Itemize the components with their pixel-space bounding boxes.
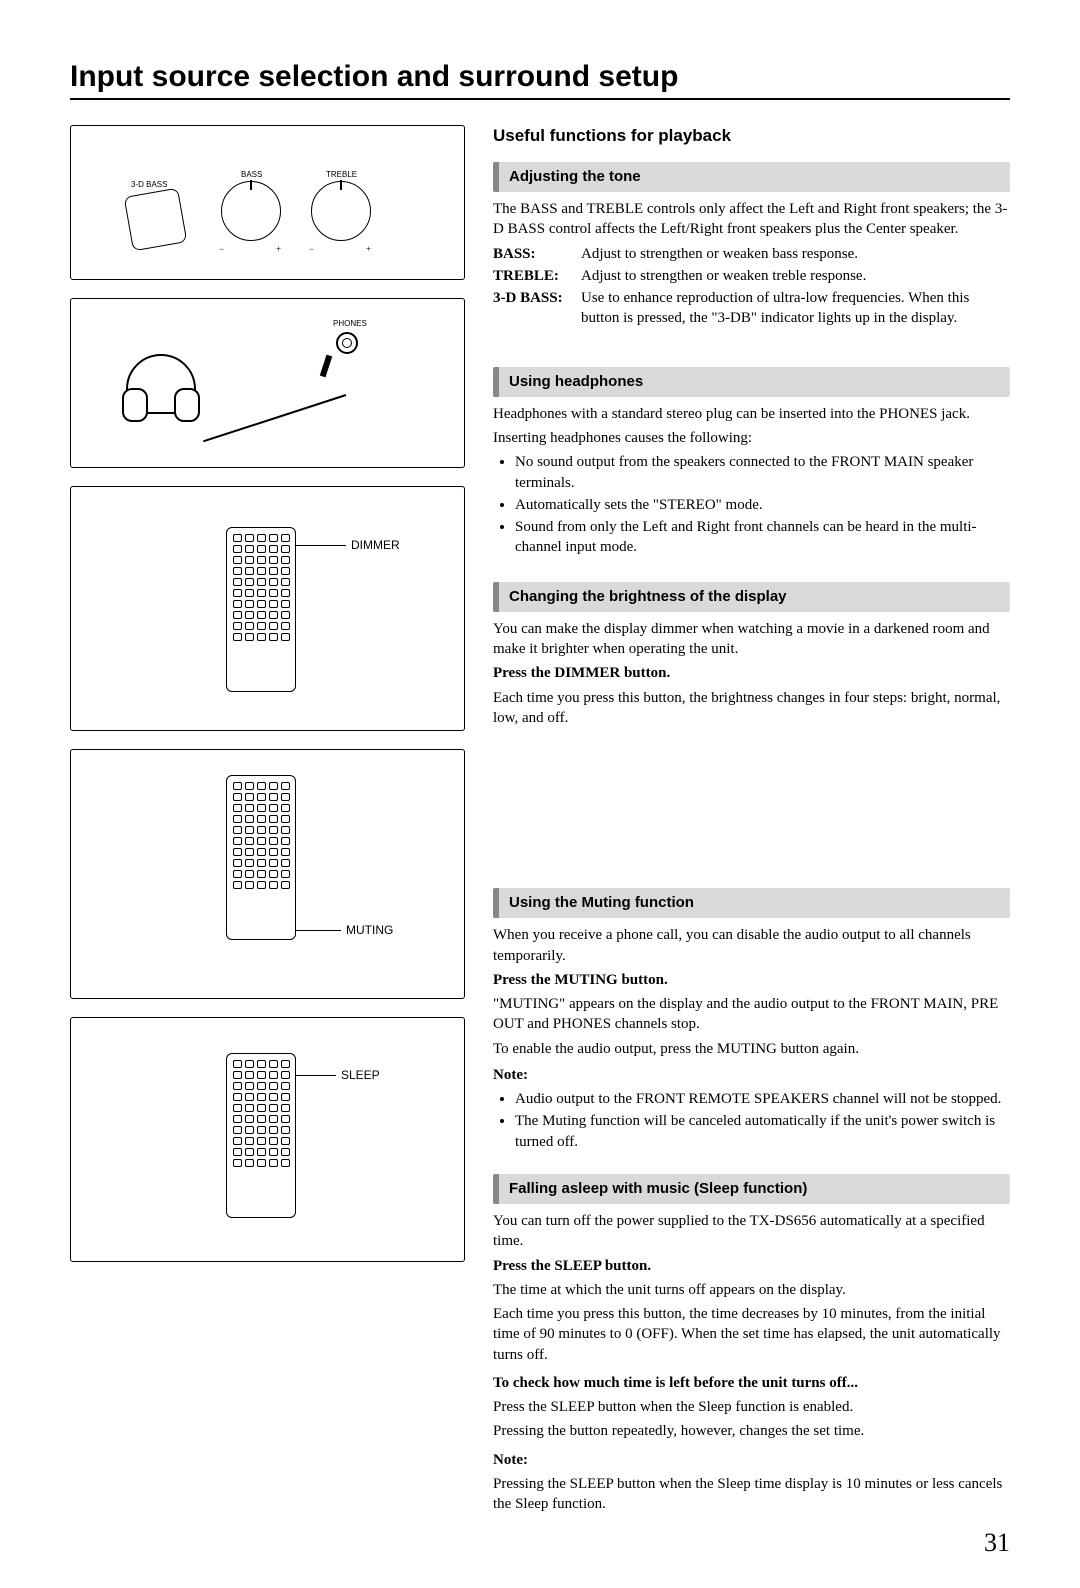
- body-text: Pressing the SLEEP button when the Sleep…: [493, 1474, 1010, 1515]
- callout-sleep: SLEEP: [341, 1068, 380, 1082]
- body-text-bold: Press the MUTING button.: [493, 970, 1010, 990]
- body-text: You can make the display dimmer when wat…: [493, 619, 1010, 660]
- figure-sleep: SLEEP: [70, 1017, 465, 1262]
- callout-line: [296, 1075, 336, 1076]
- body-text-bold: To check how much time is left before th…: [493, 1373, 1010, 1393]
- callout-line: [296, 930, 341, 931]
- note-label: Note:: [493, 1450, 1010, 1470]
- callout-dimmer: DIMMER: [351, 538, 400, 552]
- tick-plus: +: [276, 244, 281, 254]
- body-text: You can turn off the power supplied to t…: [493, 1211, 1010, 1252]
- subhead-sleep: Falling asleep with music (Sleep functio…: [493, 1174, 1010, 1204]
- callout-muting: MUTING: [346, 923, 393, 937]
- phones-jack-icon: [336, 332, 358, 354]
- body-text: "MUTING" appears on the display and the …: [493, 994, 1010, 1035]
- label-3d-bass: 3-D BASS: [131, 180, 167, 189]
- page-number: 31: [70, 1528, 1010, 1558]
- body-text: Headphones with a standard stereo plug c…: [493, 404, 1010, 424]
- remote-icon: [226, 1053, 296, 1218]
- def-text: Adjust to strengthen or weaken treble re…: [581, 266, 1010, 286]
- body-text: Inserting headphones causes the followin…: [493, 428, 1010, 448]
- remote-icon: [226, 775, 296, 940]
- def-label: BASS:: [493, 244, 581, 264]
- body-text: Each time you press this button, the tim…: [493, 1304, 1010, 1365]
- text-column: Useful functions for playback Adjusting …: [493, 125, 1010, 1518]
- hand-icon: [124, 188, 188, 252]
- subhead-brightness: Changing the brightness of the display: [493, 582, 1010, 612]
- list-item: Automatically sets the "STEREO" mode.: [515, 495, 1010, 515]
- figure-tone: 3-D BASS BASS − + TREBLE − +: [70, 125, 465, 280]
- def-treble: TREBLE: Adjust to strengthen or weaken t…: [493, 266, 1010, 286]
- plug-cable-icon: [203, 394, 346, 442]
- label-bass: BASS: [241, 170, 262, 179]
- bullet-list: Audio output to the FRONT REMOTE SPEAKER…: [493, 1089, 1010, 1152]
- def-label: TREBLE:: [493, 266, 581, 286]
- page-title: Input source selection and surround setu…: [70, 60, 1010, 100]
- def-text: Use to enhance reproduction of ultra-low…: [581, 288, 1010, 329]
- list-item: The Muting function will be canceled aut…: [515, 1111, 1010, 1152]
- body-text: To enable the audio output, press the MU…: [493, 1039, 1010, 1059]
- subhead-headphones: Using headphones: [493, 367, 1010, 397]
- body-text: The time at which the unit turns off app…: [493, 1280, 1010, 1300]
- plug-tip-icon: [320, 355, 333, 378]
- def-3d-bass: 3-D BASS: Use to enhance reproduction of…: [493, 288, 1010, 329]
- subhead-tone: Adjusting the tone: [493, 162, 1010, 192]
- body-text: Pressing the button repeatedly, however,…: [493, 1421, 1010, 1441]
- def-text: Adjust to strengthen or weaken bass resp…: [581, 244, 1010, 264]
- tick-minus: −: [219, 244, 224, 254]
- figure-column: 3-D BASS BASS − + TREBLE − + PHONES: [70, 125, 465, 1518]
- body-text: Press the SLEEP button when the Sleep fu…: [493, 1397, 1010, 1417]
- note-label: Note:: [493, 1065, 1010, 1085]
- headphones-icon: [126, 354, 196, 414]
- body-text: Each time you press this button, the bri…: [493, 688, 1010, 729]
- treble-knob-icon: [311, 181, 371, 241]
- subhead-muting: Using the Muting function: [493, 888, 1010, 918]
- list-item: Audio output to the FRONT REMOTE SPEAKER…: [515, 1089, 1010, 1109]
- body-text: The BASS and TREBLE controls only affect…: [493, 199, 1010, 240]
- def-bass: BASS: Adjust to strengthen or weaken bas…: [493, 244, 1010, 264]
- callout-line: [296, 545, 346, 546]
- page-layout: 3-D BASS BASS − + TREBLE − + PHONES: [70, 125, 1010, 1518]
- body-text: When you receive a phone call, you can d…: [493, 925, 1010, 966]
- label-treble: TREBLE: [326, 170, 357, 179]
- body-text-bold: Press the SLEEP button.: [493, 1256, 1010, 1276]
- label-phones: PHONES: [333, 319, 367, 328]
- figure-headphones: PHONES: [70, 298, 465, 468]
- list-item: No sound output from the speakers connec…: [515, 452, 1010, 493]
- bullet-list: No sound output from the speakers connec…: [493, 452, 1010, 557]
- remote-icon: [226, 527, 296, 692]
- body-text-bold: Press the DIMMER button.: [493, 663, 1010, 683]
- figure-dimmer: DIMMER: [70, 486, 465, 731]
- bass-knob-icon: [221, 181, 281, 241]
- section-heading: Useful functions for playback: [493, 125, 1010, 148]
- def-label: 3-D BASS:: [493, 288, 581, 329]
- figure-muting: MUTING: [70, 749, 465, 999]
- tick-plus: +: [366, 244, 371, 254]
- list-item: Sound from only the Left and Right front…: [515, 517, 1010, 558]
- tick-minus: −: [309, 244, 314, 254]
